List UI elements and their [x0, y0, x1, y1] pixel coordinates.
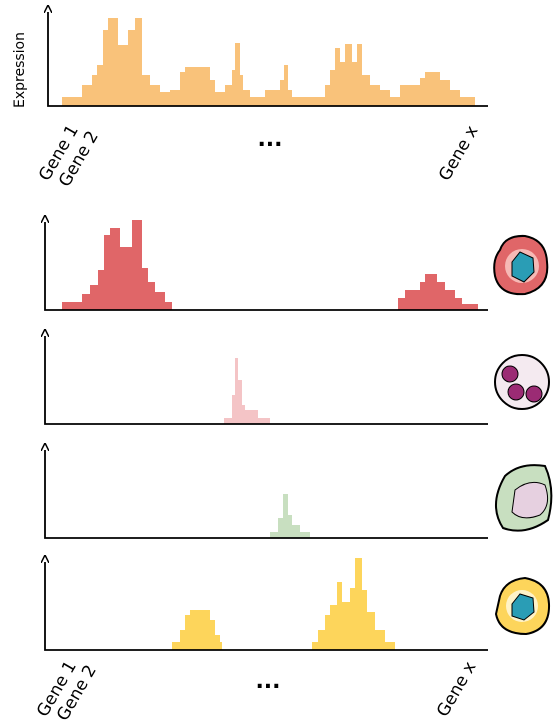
ellipsis: ...: [257, 127, 282, 152]
histograms: [62, 18, 478, 650]
cell-icon-green: [495, 464, 553, 532]
cell-profile: [172, 610, 222, 650]
axes: [45, 222, 488, 311]
cell-profile: [270, 494, 310, 538]
cell-profile: [224, 358, 270, 424]
cell-icon-pink: [494, 354, 550, 410]
cell-profile: [62, 220, 172, 310]
axes: [45, 450, 488, 539]
top-axes: [48, 12, 488, 107]
x-label: Gene x: [435, 122, 482, 184]
axes: [45, 336, 488, 425]
cell-profile: [398, 274, 478, 310]
bulk-profile: [62, 18, 475, 106]
x-label: Gene x: [433, 658, 480, 720]
cell-profile: [312, 558, 395, 650]
axes: [45, 562, 488, 651]
y-axis-label: Expression: [12, 32, 28, 108]
cell-icon-yellow: [494, 576, 551, 636]
cell-icon-red: [493, 234, 549, 296]
ellipsis: ...: [255, 669, 280, 694]
